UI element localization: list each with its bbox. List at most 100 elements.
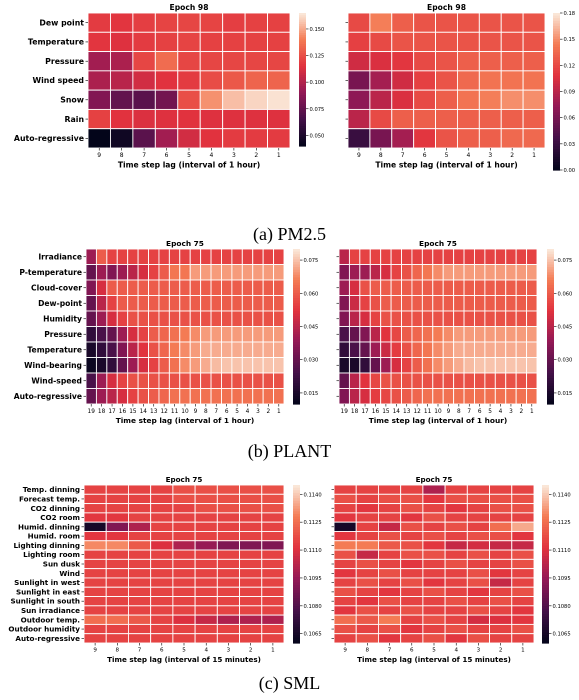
colorbar-segment xyxy=(547,370,554,374)
heatmap-cell xyxy=(400,521,424,532)
colorbar-label: 0.060 xyxy=(558,291,573,297)
heatmap-cell xyxy=(137,310,149,327)
heatmap-cell xyxy=(489,549,513,560)
colorbar-segment xyxy=(547,354,554,359)
heatmap-cell xyxy=(355,558,379,570)
heatmap-cell xyxy=(456,12,480,33)
colorbar-segment xyxy=(542,535,549,539)
heatmap-cell xyxy=(400,540,424,551)
heatmap-cell xyxy=(231,279,243,296)
heatmap-cell xyxy=(466,549,491,560)
heatmap-cell xyxy=(484,310,496,327)
heatmap-cell xyxy=(239,512,263,523)
heatmap-cell xyxy=(179,388,191,405)
colorbar-segment xyxy=(553,33,560,38)
caption-plant: (b) PLANT xyxy=(247,441,332,461)
heatmap-cell xyxy=(216,484,241,495)
heatmap-cell xyxy=(95,248,108,265)
heatmap-cell xyxy=(132,31,156,53)
heatmap-cell xyxy=(109,70,134,91)
heatmap-cell xyxy=(444,484,468,495)
heatmap-cell xyxy=(422,521,446,532)
column-label: 8 xyxy=(204,409,208,415)
heatmap-cell xyxy=(369,388,382,405)
colorbar-segment xyxy=(553,135,560,140)
column-label: 7 xyxy=(388,648,392,654)
heatmap-cell xyxy=(150,531,174,542)
heatmap-cell xyxy=(172,605,196,616)
heatmap-cell xyxy=(422,558,446,570)
colorbar-segment xyxy=(293,388,300,392)
heatmap-cell xyxy=(444,493,468,505)
heatmap-cell xyxy=(127,540,152,551)
heatmap-cell xyxy=(85,388,97,405)
heatmap-cell xyxy=(261,521,285,532)
colorbar-segment xyxy=(299,19,306,23)
colorbar-segment xyxy=(293,577,300,581)
heatmap-cell xyxy=(391,12,415,33)
colorbar-segment xyxy=(542,603,549,607)
colorbar-segment xyxy=(299,50,306,54)
row-label: Auto-regressive xyxy=(15,634,80,643)
heatmap-cell xyxy=(200,326,212,343)
heatmap-cell xyxy=(105,623,129,635)
column-label: 17 xyxy=(108,409,116,415)
heatmap-cell xyxy=(132,128,156,149)
heatmap-cell xyxy=(106,388,118,405)
colorbar-segment xyxy=(293,396,300,400)
heatmap-cell xyxy=(456,31,480,53)
heatmap-cell xyxy=(369,128,393,149)
heatmap-cell xyxy=(369,295,382,312)
heatmap-title: Epoch 75 xyxy=(166,475,203,484)
heatmap-cell xyxy=(391,51,415,72)
heatmap-cell xyxy=(377,596,402,607)
heatmap-cell xyxy=(478,128,502,149)
heatmap-cell xyxy=(177,12,201,33)
heatmap-cell xyxy=(390,279,402,296)
heatmap-cell xyxy=(453,357,465,374)
heatmap-cell xyxy=(261,558,285,570)
heatmap-cell xyxy=(273,248,285,265)
colorbar-segment xyxy=(553,164,560,168)
heatmap-cell xyxy=(422,605,446,616)
heatmap-cell xyxy=(411,372,423,389)
colorbar-segment xyxy=(299,28,306,32)
heatmap-cell xyxy=(511,512,535,523)
row-label: Sun irradiance xyxy=(21,606,80,615)
heatmap-cell xyxy=(116,326,129,343)
heatmap-cell xyxy=(150,521,174,532)
colorbar-segment xyxy=(293,616,300,620)
colorbar-segment xyxy=(553,44,560,48)
heatmap-cell xyxy=(194,484,218,495)
heatmap-cell xyxy=(413,51,437,72)
heatmap-cell xyxy=(150,577,174,588)
heatmap-cell xyxy=(466,558,491,570)
heatmap-cell xyxy=(463,248,475,265)
colorbar-segment xyxy=(542,521,549,526)
heatmap-cell xyxy=(83,493,107,505)
colorbar-segment xyxy=(547,365,554,369)
colorbar-segment xyxy=(542,561,549,565)
heatmap-cell xyxy=(200,341,212,358)
heatmap-cell xyxy=(484,341,496,358)
colorbar-segment xyxy=(293,323,300,328)
row-label: Wind xyxy=(59,569,80,578)
colorbar-segment xyxy=(553,104,560,108)
heatmap-cell xyxy=(359,357,371,374)
heatmap-cell xyxy=(380,248,392,265)
colorbar-segment xyxy=(293,254,300,258)
heatmap-cell xyxy=(526,248,538,265)
colorbar-segment xyxy=(553,88,560,93)
heatmap-cell xyxy=(511,633,535,644)
heatmap-cell xyxy=(116,279,129,296)
heatmap-cell xyxy=(105,540,129,551)
heatmap-cell xyxy=(241,357,254,374)
colorbar-segment xyxy=(299,139,306,143)
colorbar-segment xyxy=(542,540,549,544)
heatmap-cell xyxy=(355,605,379,616)
heatmap-cell xyxy=(127,614,152,625)
heatmap-cell xyxy=(137,388,149,405)
heatmap-cell xyxy=(262,310,275,327)
colorbar-segment xyxy=(553,151,560,155)
